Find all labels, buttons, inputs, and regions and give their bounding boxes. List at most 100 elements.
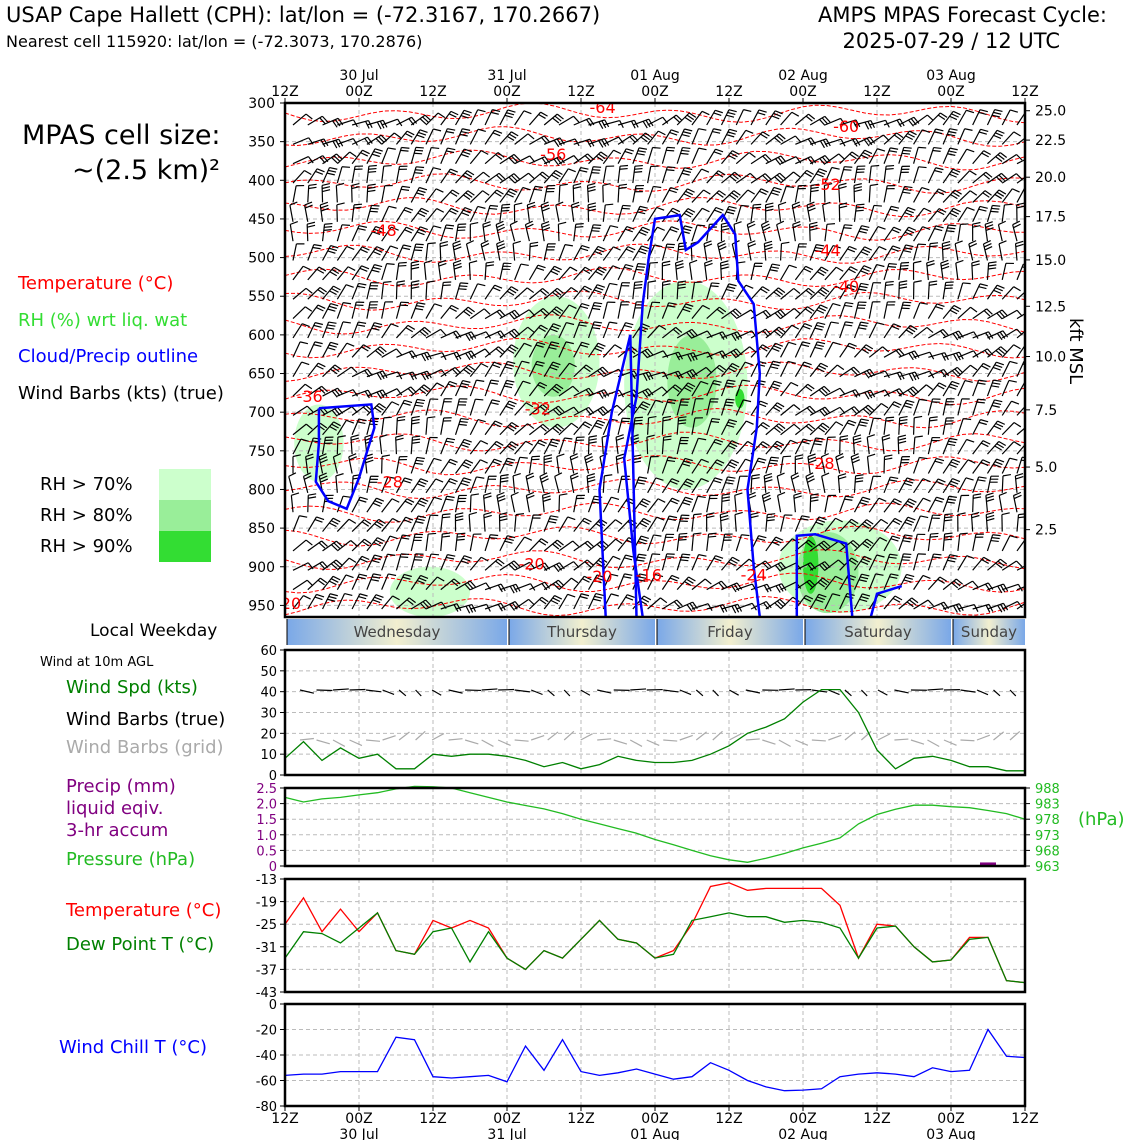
wind-barb: [780, 324, 793, 339]
wind-barb-flag: [861, 348, 869, 354]
wind-barb-flag: [581, 245, 590, 249]
wind-barb: [336, 540, 352, 552]
wind-barb: [558, 561, 574, 571]
wind-barb-flag: [592, 227, 601, 229]
wind-barb: [336, 495, 344, 513]
wind-barb-flag: [312, 246, 321, 250]
wind-barb-flag: [526, 475, 535, 480]
wind-barb-flag: [972, 580, 979, 588]
wind-barb-flag: [757, 537, 766, 542]
wind-barb-flag: [848, 520, 857, 527]
wind-barb-flag: [602, 366, 609, 374]
wind-barb: [514, 309, 530, 320]
wind-barb-flag: [929, 416, 938, 419]
wind-barb-flag: [525, 220, 533, 226]
wind-barb-flag: [549, 328, 558, 333]
wind-barb-flag: [557, 579, 565, 587]
wind-barb-flag: [482, 221, 491, 225]
wind-barb: [868, 226, 879, 242]
wind-barb-flag: [992, 534, 1001, 537]
wind-barb-flag: [958, 603, 964, 611]
wind-barb-flag: [423, 371, 429, 380]
wind-barb-flag: [416, 231, 425, 236]
temp-panel-ytick-label: -13: [256, 873, 277, 888]
wind-barb-flag: [904, 521, 913, 526]
wind-barb-flag: [869, 389, 876, 398]
wind-barb-flag: [903, 249, 912, 253]
wind-barb-flag: [1031, 599, 1037, 605]
wind-barb-flag: [600, 390, 607, 398]
wind-barb-grid: [745, 738, 760, 741]
wind-barb-flag: [570, 286, 579, 293]
wind-barb-flag: [713, 128, 722, 131]
wind-barb-flag: [635, 268, 645, 271]
wind-barb-flag: [817, 519, 826, 523]
wind-barb-flag: [359, 496, 368, 500]
wind-barb: [514, 380, 524, 397]
wind-barb-flag: [500, 480, 509, 483]
wind-barb: [820, 456, 826, 474]
temperature-contour-label: -28: [377, 473, 403, 492]
wind-barb-flag: [1028, 426, 1034, 431]
wind-barb-flag: [767, 513, 776, 516]
wind-barb-flag: [637, 150, 646, 153]
wind-barb-flag: [447, 554, 456, 557]
wind-barb-flag: [858, 424, 867, 427]
temp-panel-ytick-label: -43: [256, 986, 277, 1001]
wind-barb-flag: [776, 440, 785, 446]
wind-barb-flag: [760, 443, 768, 449]
wind-barb-true: [597, 689, 612, 694]
wind-barb-flag: [416, 579, 425, 585]
wind-barb-flag: [655, 399, 664, 404]
wind-barb-true: [778, 688, 795, 691]
wind-barb-flag: [806, 201, 815, 206]
wind-barb-flag: [433, 496, 442, 501]
wind-barb-flag: [433, 225, 442, 229]
wind-barb-flag: [419, 129, 428, 134]
wind-barb: [735, 205, 742, 222]
wind-barb: [337, 406, 353, 416]
wind-barb-flag: [539, 598, 547, 605]
wind-barb: [425, 514, 431, 532]
wind-barb-flag: [720, 514, 729, 519]
wind-barb-flag: [595, 270, 603, 276]
wind-barb-flag: [497, 584, 503, 593]
wind-barb: [1001, 441, 1015, 455]
wind-barb-flag: [977, 398, 986, 401]
wind-barb-flag: [598, 121, 604, 129]
wind-barb-flag: [888, 556, 897, 559]
wind-barb: [647, 456, 652, 474]
wind-barb-flag: [793, 423, 801, 430]
wind-barb-flag: [677, 283, 686, 286]
wind-barb-flag: [525, 440, 534, 446]
wind-barb-flag: [732, 310, 740, 317]
wind-barb-flag: [675, 260, 684, 264]
wind-barb-flag: [459, 385, 468, 389]
wind-barb-flag: [415, 169, 424, 172]
wind-barb-flag: [838, 153, 846, 160]
legend-barbs: Wind Barbs (kts) (true): [18, 383, 224, 404]
wind-barb-flag: [656, 516, 665, 521]
wind-barb-flag: [774, 312, 782, 320]
wind-barb: [780, 581, 797, 591]
wind-barb-flag: [685, 384, 694, 390]
wind-barb: [1001, 131, 1015, 145]
wind-barb-flag: [421, 207, 429, 213]
wind-barb-flag: [810, 493, 819, 496]
wind-barb-flag: [860, 418, 869, 422]
wind-barb-flag: [391, 498, 400, 503]
wind-barb-flag: [307, 221, 316, 225]
wind-barb-flag: [686, 604, 693, 612]
wind-barb-flag: [372, 231, 381, 235]
wind-barb-flag: [480, 362, 489, 368]
wind-barb-flag: [997, 585, 1003, 594]
wind-barb: [514, 155, 531, 165]
wind-barb-flag: [913, 260, 922, 264]
wind-barb-flag: [580, 344, 589, 348]
wind-barb-flag: [1013, 422, 1022, 428]
wind-barb-flag: [467, 582, 474, 589]
wind-barb-flag: [939, 330, 947, 338]
wind-barb-true: [695, 689, 704, 697]
wind-barb-flag: [843, 227, 852, 229]
wind-barb-flag: [727, 379, 736, 382]
